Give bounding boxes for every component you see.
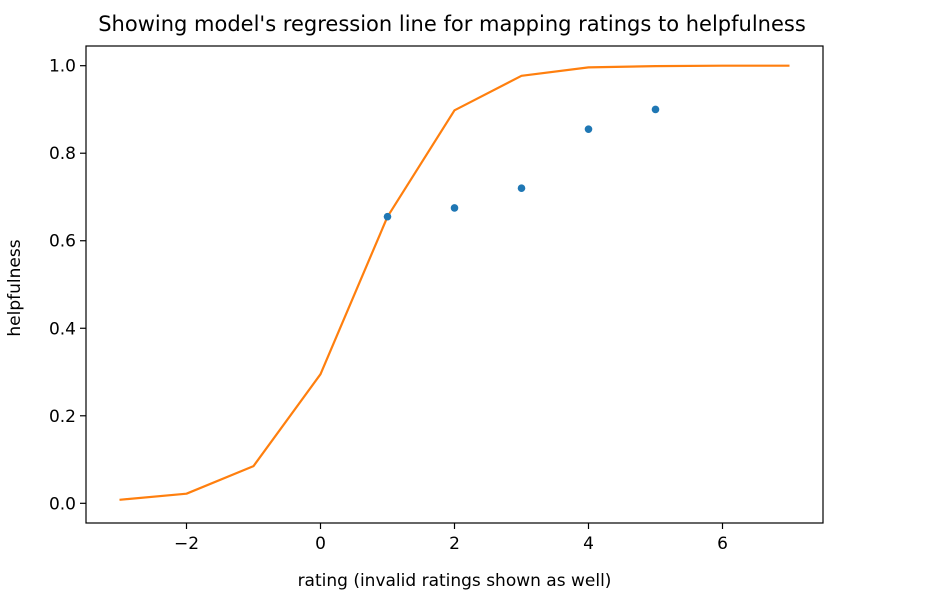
data-point xyxy=(651,105,660,114)
data-point xyxy=(517,184,526,193)
data-point xyxy=(584,125,593,133)
x-tick-label: 6 xyxy=(717,534,728,554)
y-tick-label: 1.0 xyxy=(49,57,76,77)
data-point xyxy=(383,212,392,221)
regression-line xyxy=(119,64,790,501)
plot-frame xyxy=(85,45,824,524)
y-tick-label: 0.2 xyxy=(49,407,76,427)
y-tick-label: 0.8 xyxy=(49,144,76,164)
chart-title: Showing model's regression line for mapp… xyxy=(98,12,806,36)
y-axis-label: helpfulness xyxy=(5,239,25,336)
data-point xyxy=(450,204,459,212)
x-tick-label: 4 xyxy=(583,534,594,554)
y-tick-label: 0.0 xyxy=(49,494,76,514)
x-axis: −2 0 2 4 6 xyxy=(174,523,728,554)
x-tick-label: 2 xyxy=(449,534,460,554)
series-layer xyxy=(119,64,790,501)
x-tick-label: 0 xyxy=(315,534,326,554)
y-tick-label: 0.6 xyxy=(49,232,76,252)
y-axis: 0.0 0.2 0.4 0.6 0.8 1.0 xyxy=(49,57,86,514)
x-axis-label: rating (invalid ratings shown as well) xyxy=(298,571,612,591)
plot-area xyxy=(85,45,824,524)
y-tick-label: 0.4 xyxy=(49,319,76,339)
x-tick-label: −2 xyxy=(174,534,199,554)
